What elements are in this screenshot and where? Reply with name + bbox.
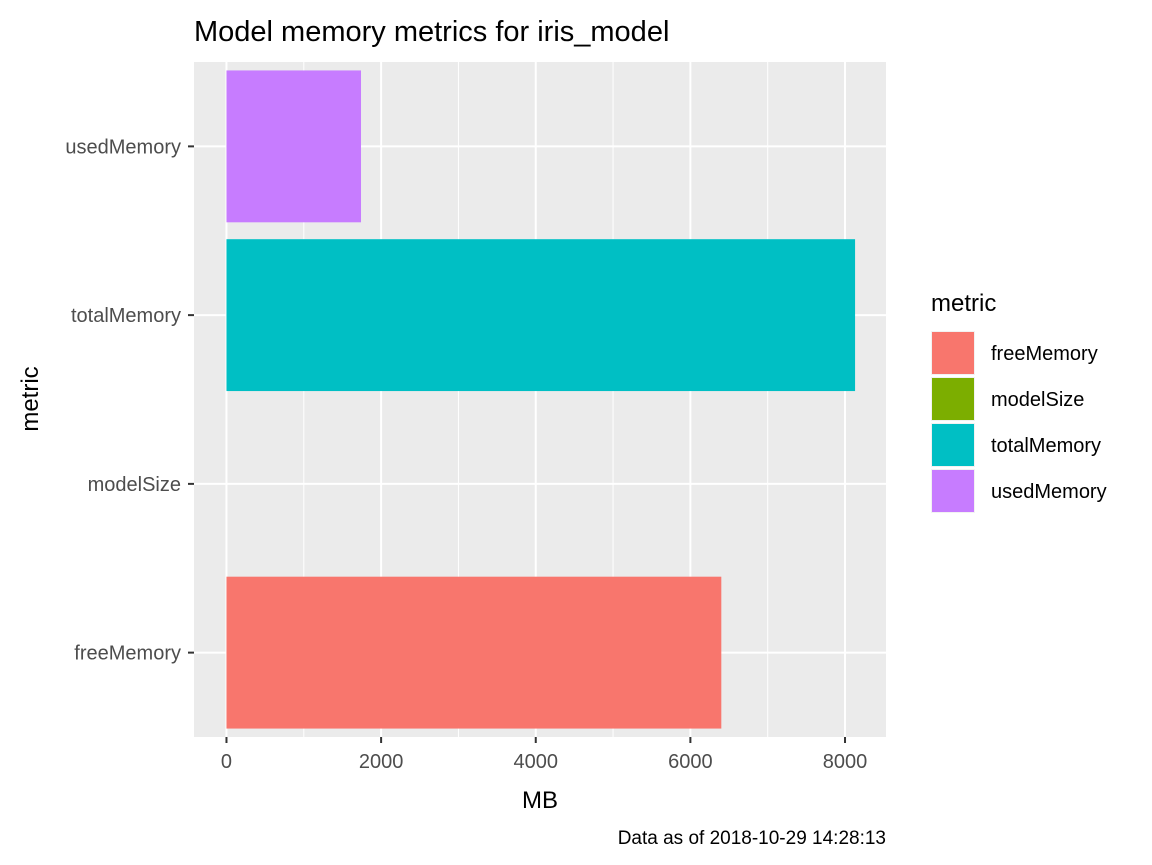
y-axis: freeMemory modelSize totalMemory usedMemory — [65, 136, 194, 665]
bar-freeMemory — [226, 576, 722, 729]
caption: Data as of 2018-10-29 14:28:13 — [618, 828, 886, 849]
chart-title: Model memory metrics for iris_model — [194, 16, 669, 48]
bar-totalMemory — [226, 239, 856, 392]
x-tick-label: 4000 — [513, 751, 558, 773]
y-axis-title: metric — [17, 366, 44, 431]
bar-usedMemory — [226, 70, 362, 223]
x-tick-label: 0 — [221, 751, 232, 773]
y-tick-label: usedMemory — [65, 136, 181, 158]
legend-label: modelSize — [991, 389, 1084, 411]
legend-swatch-usedMemory — [932, 470, 974, 512]
legend: metric freeMemory modelSize totalMemory use… — [931, 290, 1107, 513]
legend-label: usedMemory — [991, 481, 1107, 503]
y-tick-label: freeMemory — [74, 643, 181, 665]
x-tick-label: 6000 — [668, 751, 713, 773]
legend-label: totalMemory — [991, 435, 1101, 457]
x-axis: 0 2000 4000 6000 8000 — [221, 737, 867, 773]
bars — [226, 70, 856, 729]
x-tick-label: 8000 — [823, 751, 868, 773]
x-axis-title: MB — [522, 787, 558, 814]
legend-swatch-modelSize — [932, 378, 974, 420]
legend-label: freeMemory — [991, 343, 1098, 365]
legend-swatch-freeMemory — [932, 332, 974, 374]
y-tick-label: modelSize — [88, 474, 181, 496]
legend-swatch-totalMemory — [932, 424, 974, 466]
legend-title: metric — [931, 290, 996, 317]
y-tick-label: totalMemory — [71, 305, 181, 327]
x-tick-label: 2000 — [359, 751, 404, 773]
